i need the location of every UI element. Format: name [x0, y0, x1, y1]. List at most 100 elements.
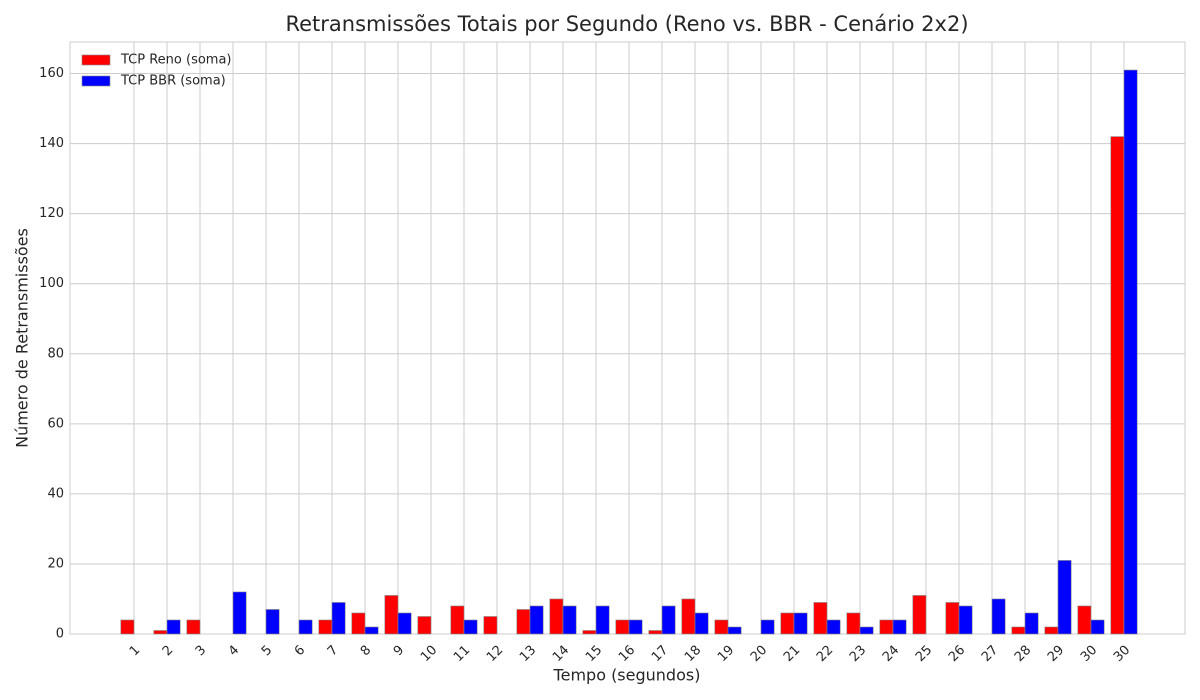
bar	[153, 630, 168, 635]
bar	[958, 605, 973, 635]
x-tick-label: 26	[946, 643, 968, 665]
x-tick-label: 11	[451, 643, 473, 665]
x-tick-label: 22	[814, 643, 836, 665]
y-tick-label: 120	[39, 206, 64, 221]
bar	[846, 612, 861, 635]
bar	[1090, 619, 1105, 635]
bar	[859, 626, 874, 635]
bar	[615, 619, 630, 635]
x-tick-label: 13	[517, 643, 539, 665]
x-tick-label: 8	[358, 643, 374, 659]
bar	[450, 605, 465, 635]
x-tick-label: 7	[325, 643, 341, 659]
x-tick-label: 24	[880, 643, 902, 665]
x-tick-label: 14	[550, 643, 572, 665]
bar	[1024, 612, 1039, 635]
y-axis-label: Número de Retransmissões	[13, 228, 32, 448]
bar	[1110, 136, 1125, 635]
bar	[1011, 626, 1026, 635]
x-tick-label: 18	[682, 643, 704, 665]
legend-label: TCP BBR (soma)	[120, 74, 226, 89]
bar	[661, 605, 676, 635]
x-tick-label: 6	[292, 643, 308, 659]
bar	[549, 598, 564, 635]
bar	[397, 612, 412, 635]
bar	[879, 619, 894, 635]
bar	[318, 619, 333, 635]
bar	[694, 612, 709, 635]
bar	[595, 605, 610, 635]
bar	[351, 612, 366, 635]
bar	[529, 605, 544, 635]
chart-title: Retransmissões Totais por Segundo (Reno …	[285, 12, 968, 36]
bar	[265, 609, 280, 635]
bar	[892, 619, 907, 635]
bar	[945, 602, 960, 635]
bar	[1077, 605, 1092, 635]
legend: TCP Reno (soma) TCP BBR (soma)	[81, 53, 232, 89]
x-tick-label: 16	[616, 643, 638, 665]
bar	[628, 619, 643, 635]
x-tick-label: 2	[160, 643, 176, 659]
y-tick-label: 20	[47, 556, 64, 571]
bar	[516, 609, 531, 635]
y-tick-label: 80	[47, 346, 64, 361]
legend-label: TCP Reno (soma)	[120, 53, 232, 68]
x-axis-label: Tempo (segundos)	[553, 666, 701, 685]
bar	[714, 619, 729, 635]
bar	[384, 595, 399, 635]
y-tick-label: 40	[47, 486, 64, 501]
bar	[562, 605, 577, 635]
bar	[1044, 626, 1059, 635]
bar	[826, 619, 841, 635]
bar	[483, 616, 498, 635]
legend-swatch	[81, 54, 111, 66]
bar	[298, 619, 313, 635]
bar	[681, 598, 696, 635]
bar	[648, 630, 663, 635]
bar	[232, 591, 247, 635]
bar	[463, 619, 478, 635]
x-tick-label: 21	[781, 643, 803, 665]
bar	[727, 626, 742, 635]
y-tick-label: 100	[39, 276, 64, 291]
bar	[813, 602, 828, 635]
x-tick-label: 19	[715, 643, 737, 665]
bar	[186, 619, 201, 635]
bar	[1057, 560, 1072, 635]
bar	[912, 595, 927, 635]
x-tick-label: 4	[226, 643, 242, 659]
y-tick-label: 0	[56, 627, 64, 642]
bar	[120, 619, 135, 635]
x-tick-label: 28	[1012, 643, 1034, 665]
legend-swatch	[81, 75, 111, 87]
x-tick-label: 20	[748, 643, 770, 665]
bar	[760, 619, 775, 635]
y-tick-label: 160	[39, 66, 64, 81]
x-tick-label: 1	[127, 643, 143, 659]
bar	[793, 612, 808, 635]
x-tick-label: 12	[484, 643, 506, 665]
bar	[417, 616, 432, 635]
x-tick-label: 15	[583, 643, 605, 665]
bar	[364, 626, 379, 635]
x-tick-label: 23	[847, 643, 869, 665]
bar	[1123, 69, 1138, 635]
bar	[331, 602, 346, 635]
x-tick-label: 9	[391, 643, 407, 659]
x-tick-label: 27	[979, 643, 1001, 665]
x-tick-label: 3	[193, 643, 209, 659]
x-tick-label: 30	[1078, 643, 1100, 665]
x-tick-label: 30	[1111, 643, 1133, 665]
x-tick-label: 25	[913, 643, 935, 665]
y-tick-label: 60	[47, 416, 64, 431]
bar	[991, 598, 1006, 635]
plot-frame	[69, 41, 1186, 635]
y-tick-label: 140	[39, 136, 64, 151]
bar	[780, 612, 795, 635]
x-tick-label: 10	[418, 643, 440, 665]
bar	[166, 619, 181, 635]
bar	[582, 630, 597, 635]
